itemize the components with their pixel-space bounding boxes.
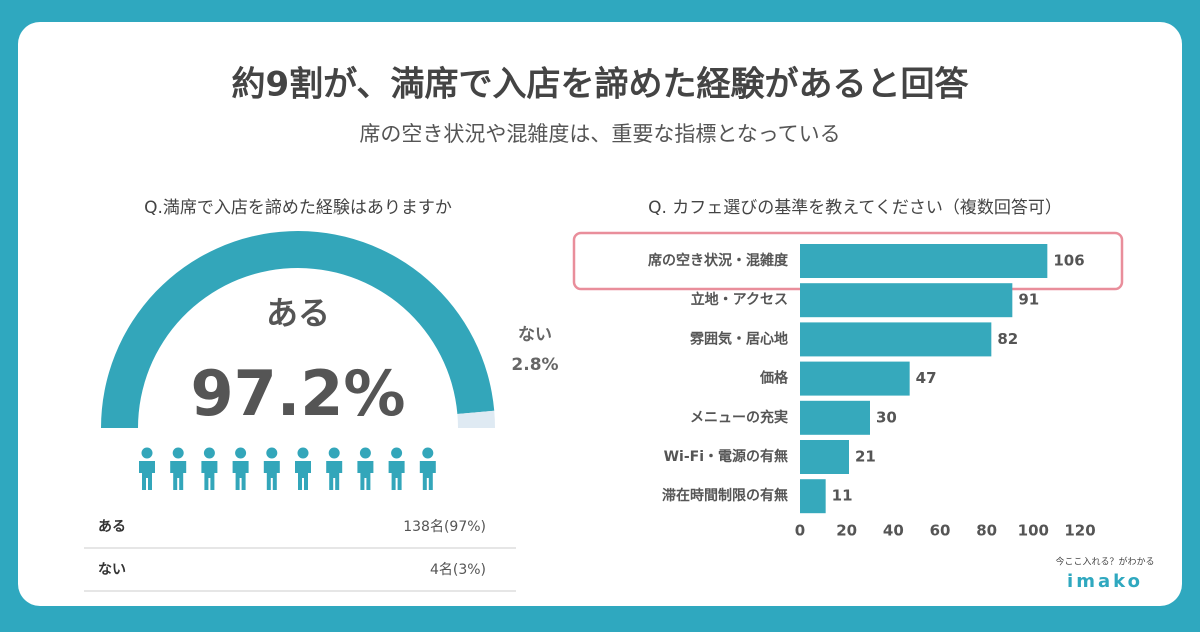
person-icon — [203, 447, 215, 459]
value-label: 21 — [855, 448, 876, 466]
category-label: メニューの充実 — [690, 409, 788, 426]
table-cell: 4名(3%) — [430, 562, 486, 578]
x-tick-label: 0 — [795, 522, 805, 540]
value-label: 11 — [832, 487, 853, 505]
bar — [800, 244, 1048, 278]
category-label: Wi-Fi・電源の有無 — [664, 448, 788, 465]
logo: imako — [1067, 571, 1143, 592]
x-tick-label: 40 — [883, 522, 904, 540]
value-label: 30 — [876, 408, 897, 426]
gauge-label: ない — [518, 325, 552, 345]
bar — [800, 361, 910, 396]
category-label: 席の空き状況・混雑度 — [648, 252, 789, 269]
person-icon — [297, 447, 309, 459]
person-icon — [139, 461, 155, 490]
person-icon — [170, 461, 187, 490]
person-icon — [235, 447, 247, 459]
x-tick-label: 100 — [1018, 522, 1049, 540]
bar — [800, 440, 849, 474]
x-tick-label: 120 — [1064, 522, 1095, 540]
person-icon — [422, 447, 434, 459]
chart-title: Q.満席で入店を諦めた経験はありますか — [144, 198, 452, 218]
gauge-value: 2.8% — [511, 355, 558, 375]
bar — [800, 400, 870, 435]
person-icon — [388, 461, 405, 490]
person-icon — [266, 447, 278, 459]
value-label: 47 — [916, 369, 937, 387]
logo-tagline: 今ここ入れる？がわかる — [1055, 556, 1154, 568]
person-icon — [232, 461, 249, 490]
bar — [800, 283, 1013, 318]
gauge-segment — [457, 410, 495, 428]
person-icon — [391, 447, 403, 459]
title: 約9割が、満席で入店を諦めた経験があると回答 — [232, 65, 970, 105]
gauge-value: 97.2% — [190, 357, 405, 430]
table-cell: 138名(97%) — [403, 519, 486, 535]
subtitle: 席の空き状況や混雑度は、重要な指標となっている — [359, 122, 840, 146]
chart-title: Q. カフェ選びの基準を教えてください（複数回答可） — [648, 198, 1062, 218]
table-cell: ない — [98, 562, 126, 578]
x-tick-label: 20 — [836, 522, 857, 540]
person-icon — [359, 447, 371, 459]
bar — [800, 479, 826, 514]
person-icon — [172, 447, 184, 459]
value-label: 82 — [997, 330, 1018, 348]
category-label: 雰囲気・居心地 — [690, 330, 788, 347]
gauge-segment — [101, 230, 495, 428]
person-icon — [295, 461, 311, 490]
person-icon — [357, 461, 374, 490]
person-icon — [201, 461, 218, 490]
category-label: 価格 — [759, 370, 789, 387]
gauge-label: ある — [266, 294, 330, 332]
person-icon — [419, 461, 436, 490]
category-label: 立地・アクセス — [691, 291, 788, 308]
card — [18, 22, 1182, 606]
value-label: 106 — [1053, 252, 1084, 270]
person-icon — [328, 447, 340, 459]
x-tick-label: 80 — [976, 522, 997, 540]
category-label: 滞在時間制限の有無 — [662, 487, 788, 504]
person-icon — [263, 461, 280, 490]
person-icon — [326, 461, 343, 490]
table-cell: ある — [98, 519, 126, 535]
person-icon — [141, 447, 153, 459]
value-label: 91 — [1018, 291, 1039, 309]
bar — [800, 322, 992, 357]
x-tick-label: 60 — [930, 522, 951, 540]
